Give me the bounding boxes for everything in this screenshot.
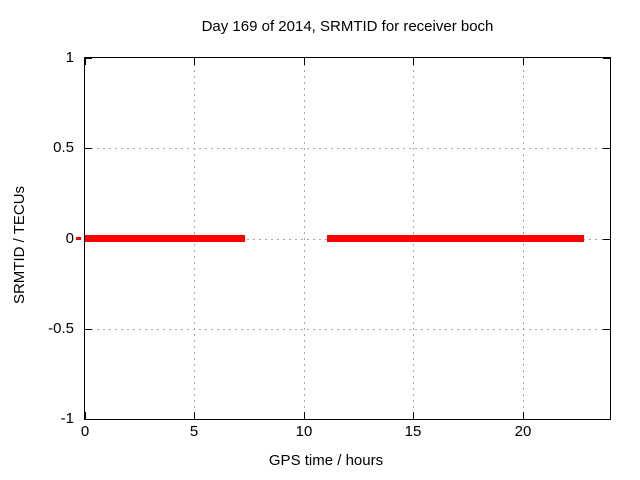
y-gridline — [85, 148, 610, 149]
y-tick-mark — [603, 239, 610, 240]
x-tick-mark — [304, 58, 305, 65]
chart-title: Day 169 of 2014, SRMTID for receiver boc… — [201, 18, 494, 35]
y-tick-mark — [85, 419, 92, 420]
y-tick-label: -0.5 — [48, 320, 74, 337]
x-tick-mark — [304, 412, 305, 419]
series-segment — [85, 235, 245, 242]
x-tick-label: 5 — [189, 423, 199, 440]
x-tick-mark — [85, 58, 86, 65]
x-tick-mark — [194, 58, 195, 65]
x-tick-label: 10 — [295, 423, 313, 440]
y-tick-mark — [85, 58, 92, 59]
y-tick-mark — [85, 148, 92, 149]
y-tick-label: 1 — [65, 49, 74, 66]
x-tick-mark — [413, 412, 414, 419]
y-tick-label: 0.5 — [53, 139, 74, 156]
x-tick-label: 20 — [514, 423, 532, 440]
y-tick-mark — [603, 58, 610, 59]
x-tick-mark — [194, 412, 195, 419]
y-tick-mark — [603, 148, 610, 149]
y-tick-label: 0 — [65, 230, 74, 247]
series-segment — [327, 235, 584, 242]
y-tick-mark — [603, 329, 610, 330]
x-tick-mark — [85, 412, 86, 419]
x-tick-label: 0 — [80, 423, 90, 440]
y-tick-mark — [603, 419, 610, 420]
x-gridline — [304, 58, 305, 419]
x-tick-mark — [413, 58, 414, 65]
x-axis-label: GPS time / hours — [268, 452, 384, 469]
x-tick-mark — [523, 58, 524, 65]
x-tick-label: 15 — [404, 423, 422, 440]
x-tick-mark — [523, 412, 524, 419]
red-dash-artifact — [76, 237, 81, 240]
plot-area — [76, 57, 611, 420]
y-tick-mark — [85, 329, 92, 330]
y-gridline — [85, 329, 610, 330]
y-tick-label: -1 — [60, 410, 74, 427]
